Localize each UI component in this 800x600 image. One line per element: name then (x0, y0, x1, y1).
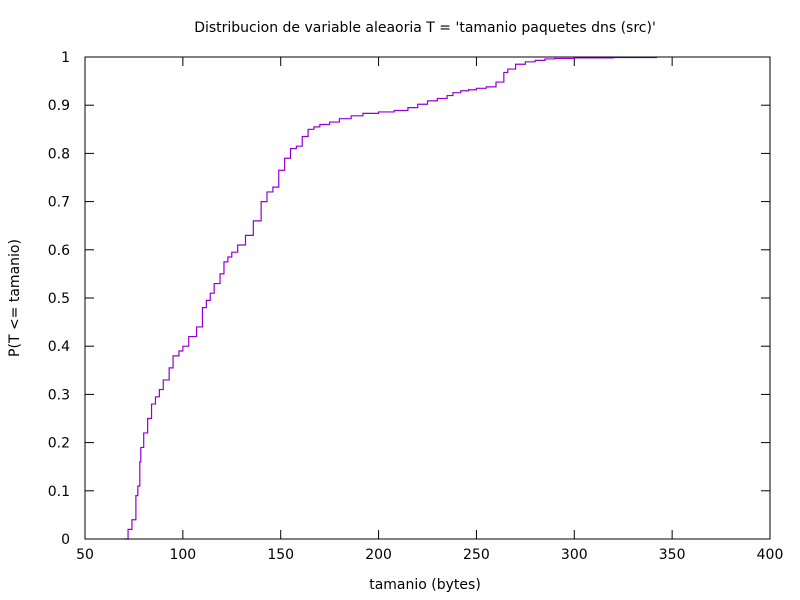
x-tick-label: 100 (169, 547, 196, 563)
cdf-series-line (124, 56, 658, 540)
y-tick-label: 0 (61, 532, 70, 548)
x-tick-label: 200 (365, 547, 392, 563)
x-axis-title: tamanio (bytes) (369, 577, 481, 593)
chart-title: Distribucion de variable aleaoria T = 't… (194, 20, 656, 36)
y-tick-label: 0.2 (48, 436, 70, 452)
y-tick-label: 0.3 (48, 387, 70, 403)
x-tick-label: 350 (659, 547, 686, 563)
y-tick-label: 0.5 (48, 291, 70, 307)
y-tick-label: 0.1 (48, 484, 70, 500)
y-tick-label: 0.9 (48, 98, 70, 114)
x-tick-label: 150 (267, 547, 294, 563)
y-tick-label: 0.7 (48, 195, 70, 211)
y-tick-label: 0.4 (48, 339, 70, 355)
x-tick-label: 300 (561, 547, 588, 563)
plot-frame (84, 56, 771, 540)
x-tick-label: 250 (463, 547, 490, 563)
x-tick-label: 50 (76, 547, 94, 563)
y-axis: 0 0.1 0.2 0.3 0.4 0.5 0.6 0.7 0.8 0.9 1 (48, 50, 770, 548)
x-axis: 50 100 150 200 250 300 350 400 (76, 57, 783, 563)
y-tick-label: 0.6 (48, 243, 70, 259)
y-axis-title: P(T <= tamanio) (7, 239, 23, 357)
x-tick-label: 400 (757, 547, 784, 563)
y-tick-label: 0.8 (48, 146, 70, 162)
y-tick-label: 1 (61, 50, 70, 66)
